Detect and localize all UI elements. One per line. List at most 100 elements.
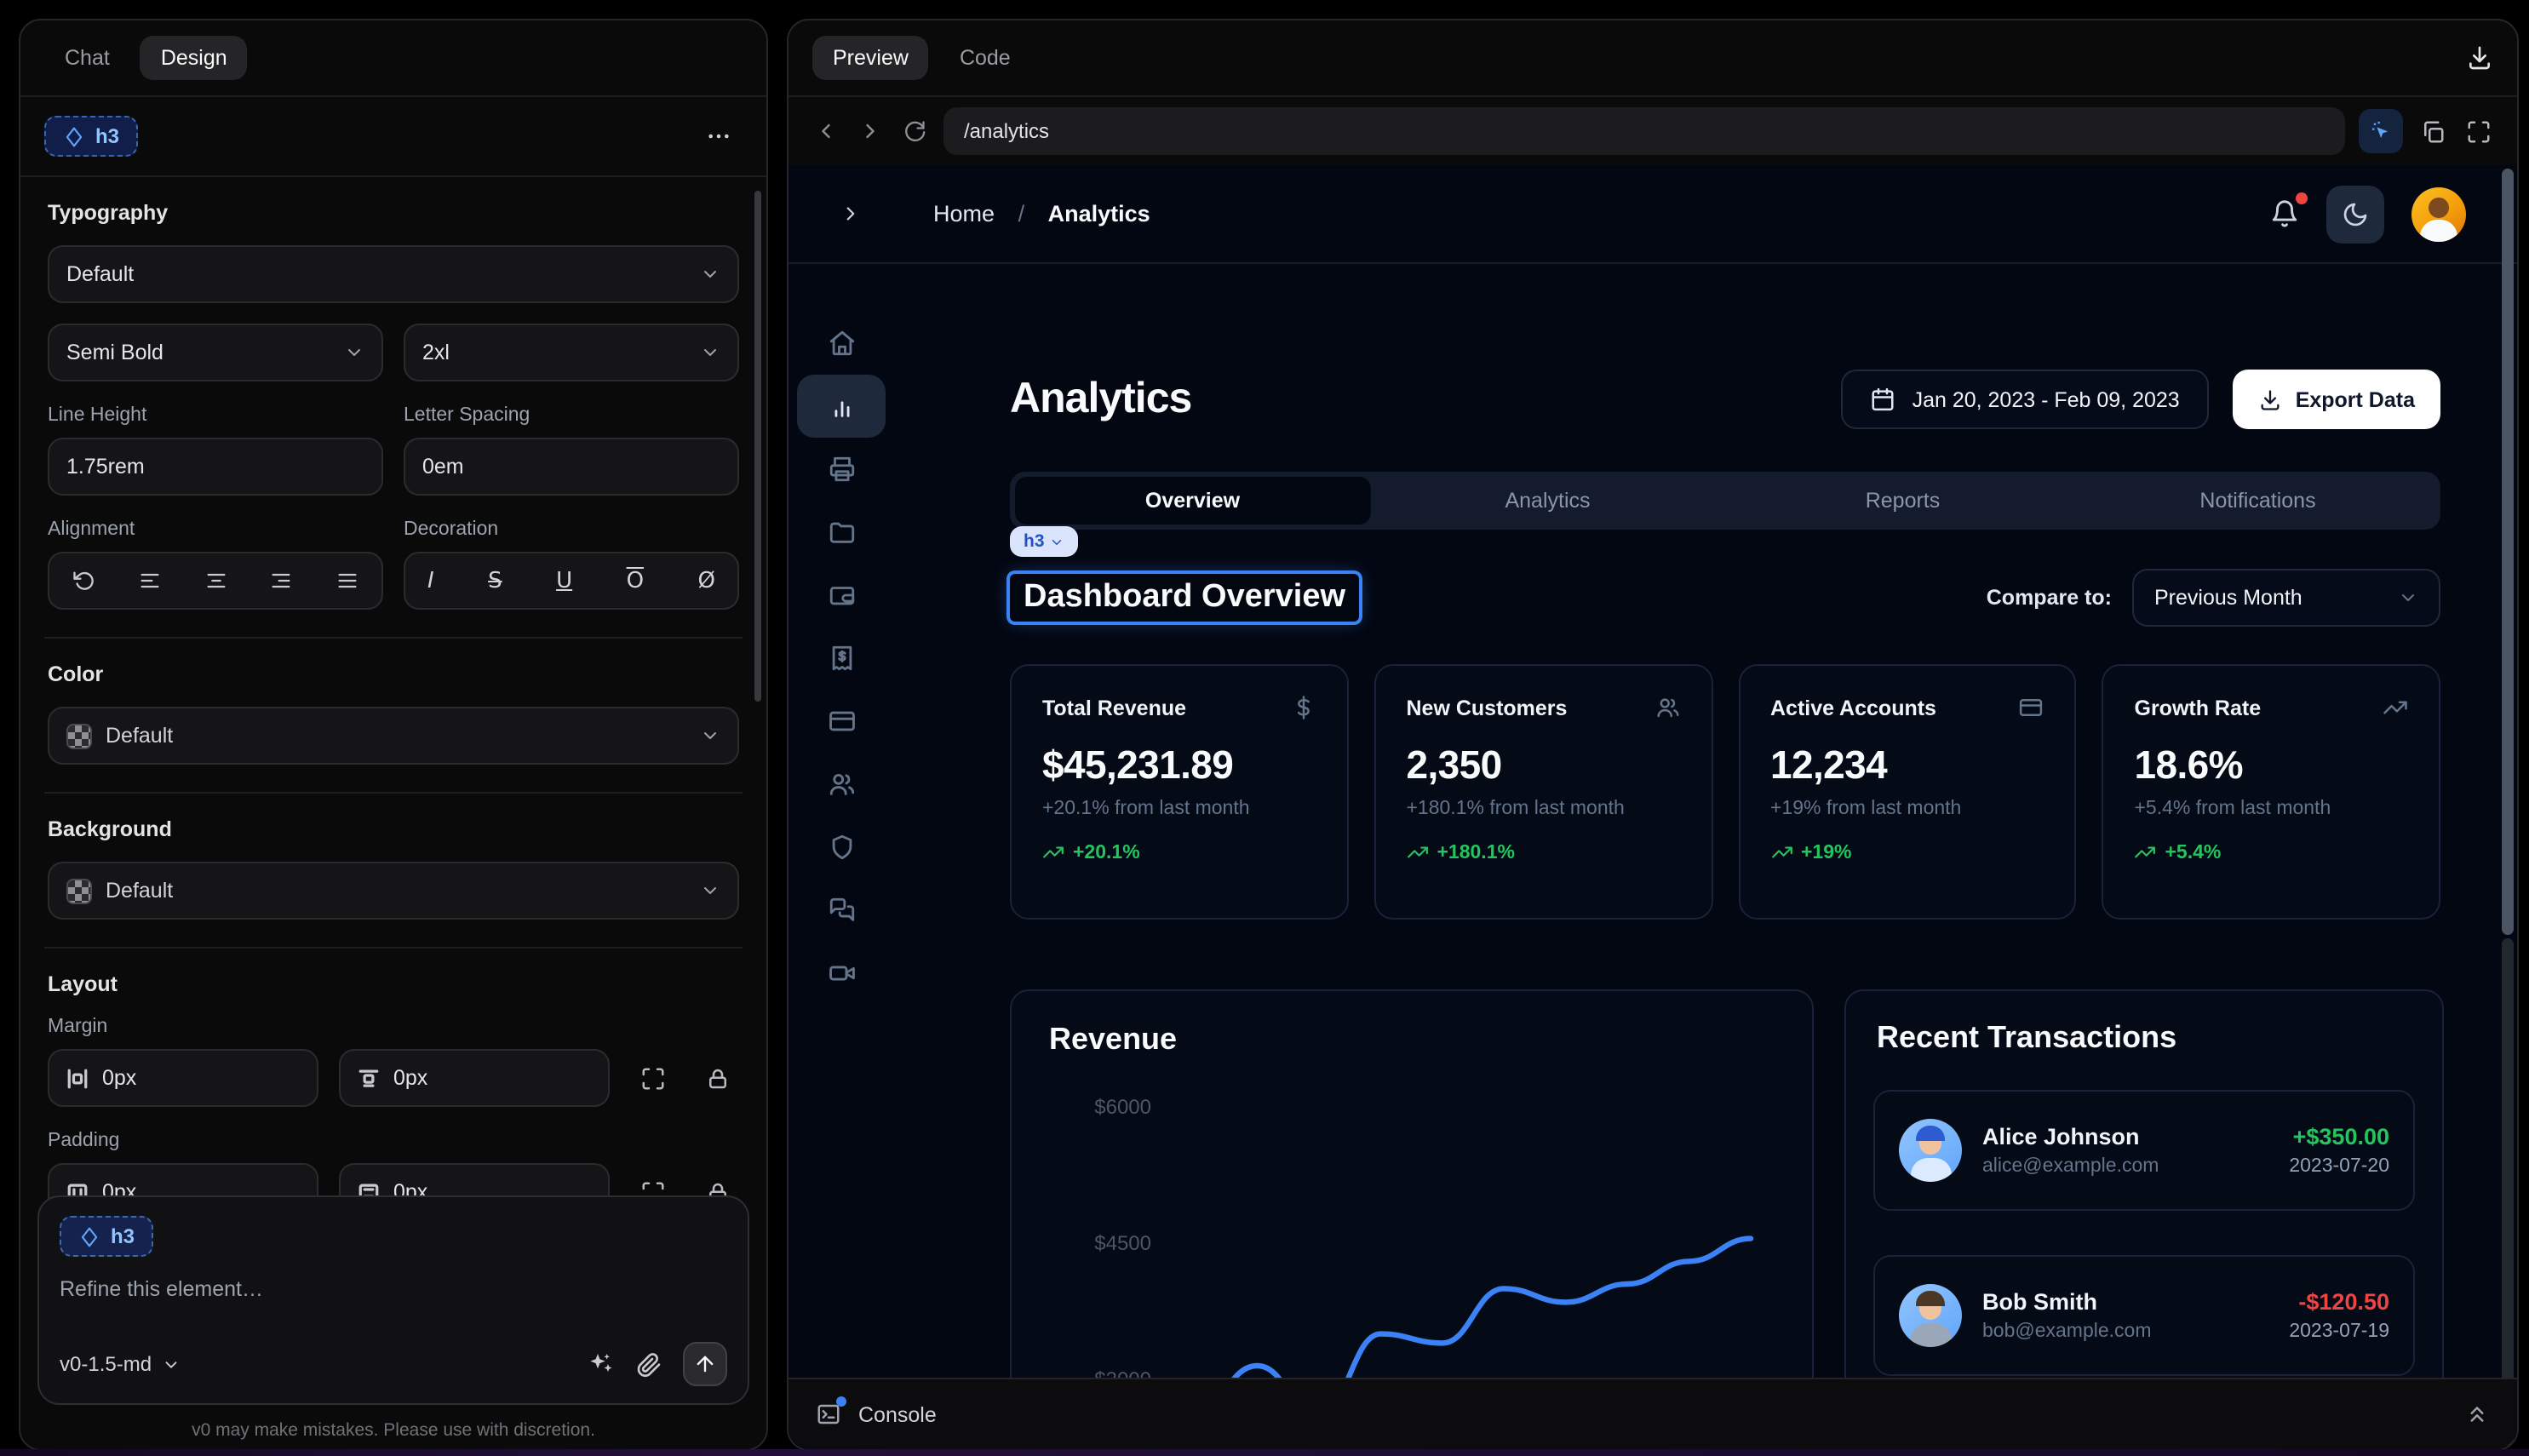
transaction-amount: -$120.50	[2298, 1289, 2389, 1315]
theme-toggle-button[interactable]	[2326, 185, 2384, 243]
compare-select[interactable]: Previous Month	[2132, 569, 2440, 627]
notification-badge	[2296, 192, 2308, 204]
console-expand-button[interactable]	[2464, 1402, 2490, 1427]
node-menu-button[interactable]	[695, 116, 743, 157]
panel-scrollbar[interactable]	[754, 191, 761, 702]
margin-x-input[interactable]: 0px	[48, 1049, 318, 1107]
element-composer[interactable]: h3 Refine this element… v0-1.5-md	[37, 1195, 749, 1405]
user-avatar[interactable]	[2411, 186, 2466, 241]
sidebar-item-messages[interactable]	[797, 879, 886, 942]
app-topbar: Home / Analytics	[789, 165, 2517, 264]
chevron-down-icon	[704, 732, 716, 739]
send-button[interactable]	[683, 1342, 727, 1386]
sidebar-item-analytics[interactable]	[797, 375, 886, 438]
font-family-select[interactable]: Default	[48, 245, 739, 303]
refresh-button[interactable]	[899, 116, 930, 146]
paperclip-icon	[637, 1353, 661, 1378]
composer-input[interactable]: Refine this element…	[60, 1277, 264, 1301]
strikethrough-button[interactable]: S	[481, 563, 509, 599]
italic-button[interactable]: I	[421, 563, 441, 599]
underline-button[interactable]: U	[549, 563, 579, 599]
no-decoration-button[interactable]: Ø	[691, 563, 721, 599]
selected-element-tag[interactable]: h3	[1010, 526, 1079, 557]
tab-notifications[interactable]: Notifications	[2080, 477, 2435, 525]
sidebar-item-home[interactable]	[797, 312, 886, 375]
console-bar[interactable]: Console	[789, 1378, 2517, 1449]
align-justify-button[interactable]	[329, 564, 366, 598]
date-range-picker[interactable]: Jan 20, 2023 - Feb 09, 2023	[1840, 370, 2209, 429]
font-size-select[interactable]: 2xl	[404, 324, 739, 381]
letter-spacing-input[interactable]: 0em	[404, 438, 739, 496]
align-right-button[interactable]	[263, 564, 301, 598]
color-select[interactable]: Default	[48, 707, 739, 765]
tab-overview[interactable]: Overview	[1015, 477, 1370, 525]
margin-y-input[interactable]: 0px	[339, 1049, 610, 1107]
sidebar-item-customers[interactable]	[797, 753, 886, 816]
console-badge	[836, 1396, 846, 1407]
margin-lock-button[interactable]	[695, 1065, 739, 1091]
margin-expand-button[interactable]	[630, 1065, 674, 1091]
notifications-button[interactable]	[2270, 192, 2308, 228]
y-tick-6000: $6000	[1094, 1096, 1151, 1119]
chevron-down-icon	[2402, 594, 2414, 601]
no-decoration-icon: Ø	[697, 568, 715, 593]
enhance-prompt-button[interactable]	[588, 1350, 615, 1378]
undo-icon	[73, 571, 94, 590]
export-data-button[interactable]: Export Data	[2232, 370, 2440, 429]
align-left-button[interactable]	[131, 564, 169, 598]
align-center-button[interactable]	[197, 564, 234, 598]
tab-chat[interactable]: Chat	[44, 36, 130, 80]
section-heading-selected[interactable]: Dashboard Overview	[1010, 574, 1359, 622]
breadcrumb-home[interactable]: Home	[933, 201, 995, 226]
scrollbar-thumb[interactable]	[2502, 169, 2514, 935]
chevron-right-icon	[866, 123, 875, 139]
sidebar-item-cards[interactable]	[797, 690, 886, 753]
color-section: Color Default	[44, 639, 743, 794]
reset-alignment-button[interactable]	[65, 564, 102, 598]
margin-x-icon	[67, 1068, 88, 1088]
sidebar-item-wallet[interactable]	[797, 564, 886, 627]
preview-scrollbar[interactable]	[2502, 169, 2514, 1446]
color-title: Color	[48, 662, 104, 686]
tab-reports[interactable]: Reports	[1725, 477, 2080, 525]
background-select[interactable]: Default	[48, 862, 739, 920]
chevron-right-icon	[846, 207, 855, 221]
font-weight-select[interactable]: Semi Bold	[48, 324, 383, 381]
select-element-button[interactable]	[2359, 109, 2403, 153]
transaction-row[interactable]: Bob Smith bob@example.com -$120.50 2023-…	[1873, 1255, 2415, 1376]
sidebar-toggle-button[interactable]	[840, 203, 862, 225]
alignment-group	[48, 552, 383, 610]
model-select[interactable]: v0-1.5-md	[60, 1352, 181, 1376]
attach-file-button[interactable]	[635, 1350, 662, 1378]
tab-code[interactable]: Code	[939, 36, 1031, 80]
sidebar-item-reports[interactable]	[797, 438, 886, 501]
transaction-row[interactable]: Alice Johnson alice@example.com +$350.00…	[1873, 1090, 2415, 1211]
url-bar[interactable]	[943, 107, 2345, 155]
line-height-input[interactable]: 1.75rem	[48, 438, 383, 496]
preview-mode-tabs: Preview Code	[789, 20, 2517, 97]
sidebar-item-invoices[interactable]	[797, 627, 886, 690]
overline-button[interactable]: O	[620, 563, 651, 599]
sidebar-item-video[interactable]	[797, 942, 886, 1005]
strikethrough-icon: S	[488, 568, 502, 593]
forward-button[interactable]	[855, 116, 886, 146]
printer-icon	[829, 456, 854, 482]
credit-card-icon	[829, 711, 854, 731]
back-button[interactable]	[811, 116, 841, 146]
fullscreen-button[interactable]	[2463, 115, 2495, 147]
users-icon	[1656, 698, 1678, 718]
stat-card-total-revenue: Total Revenue $45,231.89 +20.1% from las…	[1010, 664, 1349, 920]
revenue-chart-title: Revenue	[1049, 1022, 1178, 1056]
tab-design[interactable]: Design	[140, 36, 248, 80]
composer-node-chip[interactable]: h3	[60, 1216, 154, 1257]
tab-preview[interactable]: Preview	[812, 36, 929, 80]
download-button[interactable]	[2466, 44, 2493, 72]
copy-page-button[interactable]	[2417, 115, 2449, 147]
selected-node-chip[interactable]: h3	[44, 116, 139, 157]
stats-row: Total Revenue $45,231.89 +20.1% from las…	[1010, 664, 2440, 920]
tab-analytics[interactable]: Analytics	[1370, 477, 1725, 525]
console-label: Console	[858, 1402, 937, 1426]
sidebar-item-security[interactable]	[797, 816, 886, 879]
url-input[interactable]	[964, 119, 2325, 143]
sidebar-item-files[interactable]	[797, 501, 886, 564]
